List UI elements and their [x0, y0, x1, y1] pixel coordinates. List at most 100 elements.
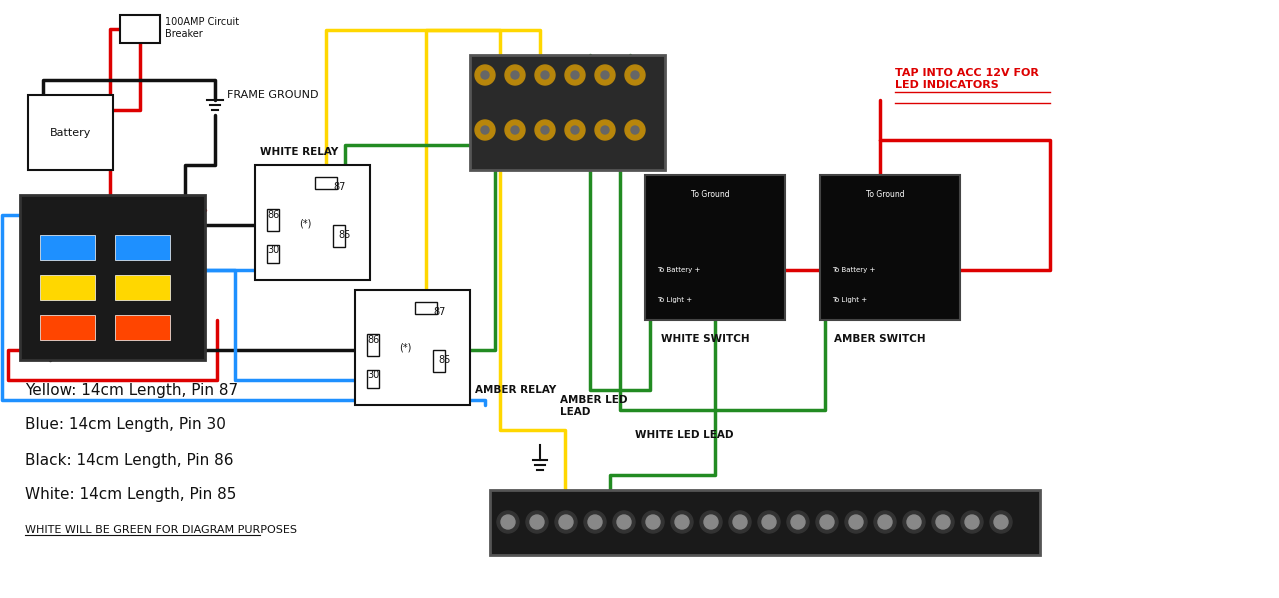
Bar — [434, 350, 445, 372]
Circle shape — [541, 71, 549, 79]
Circle shape — [845, 511, 867, 533]
Text: To Ground: To Ground — [691, 190, 729, 199]
Circle shape — [790, 515, 804, 529]
Text: AMBER LED
LEAD: AMBER LED LEAD — [560, 395, 628, 417]
Text: 87: 87 — [434, 307, 446, 317]
Circle shape — [565, 65, 585, 85]
Text: 30: 30 — [267, 245, 279, 255]
Circle shape — [849, 515, 863, 529]
Bar — [414, 302, 437, 314]
Circle shape — [616, 515, 631, 529]
Bar — [645, 175, 785, 320]
Bar — [255, 165, 370, 280]
Circle shape — [601, 126, 609, 134]
Text: 86: 86 — [367, 335, 379, 345]
Bar — [267, 245, 279, 263]
Text: (*): (*) — [299, 218, 311, 228]
Text: To Ground: To Ground — [866, 190, 904, 199]
Text: WHITE WILL BE GREEN FOR DIAGRAM PURPOSES: WHITE WILL BE GREEN FOR DIAGRAM PURPOSES — [26, 525, 297, 535]
Bar — [367, 370, 379, 388]
Circle shape — [505, 65, 524, 85]
Bar — [115, 235, 170, 260]
Text: AMBER SWITCH: AMBER SWITCH — [834, 334, 926, 344]
Bar — [315, 177, 336, 189]
Circle shape — [990, 511, 1012, 533]
Circle shape — [481, 126, 489, 134]
Bar — [40, 315, 95, 340]
Text: White: 14cm Length, Pin 85: White: 14cm Length, Pin 85 — [26, 487, 237, 502]
Circle shape — [530, 515, 544, 529]
Circle shape — [535, 120, 555, 140]
Bar — [28, 95, 113, 170]
Circle shape — [625, 120, 645, 140]
Circle shape — [535, 65, 555, 85]
Bar — [20, 195, 205, 360]
Circle shape — [595, 65, 615, 85]
Circle shape — [631, 126, 640, 134]
Circle shape — [877, 515, 891, 529]
Text: To Light +: To Light + — [833, 297, 867, 303]
Circle shape — [498, 511, 519, 533]
Text: 100AMP Circuit
Breaker: 100AMP Circuit Breaker — [165, 17, 239, 39]
Text: 85: 85 — [439, 355, 451, 365]
Text: TAP INTO ACC 12V FOR
LED INDICATORS: TAP INTO ACC 12V FOR LED INDICATORS — [895, 68, 1039, 90]
Text: 86: 86 — [267, 210, 279, 220]
Circle shape — [481, 71, 489, 79]
Bar — [469, 55, 665, 170]
Circle shape — [646, 515, 660, 529]
Text: AMBER RELAY: AMBER RELAY — [475, 385, 556, 395]
Circle shape — [555, 511, 577, 533]
Text: WHITE RELAY: WHITE RELAY — [260, 147, 338, 157]
Text: WHITE LED LEAD: WHITE LED LEAD — [634, 430, 733, 440]
Circle shape — [964, 515, 978, 529]
Circle shape — [505, 120, 524, 140]
Circle shape — [588, 515, 602, 529]
Circle shape — [733, 515, 747, 529]
Bar — [356, 290, 469, 405]
Circle shape — [762, 515, 776, 529]
Text: Blue: 14cm Length, Pin 30: Blue: 14cm Length, Pin 30 — [26, 417, 226, 432]
Circle shape — [625, 65, 645, 85]
Text: (*): (*) — [399, 343, 411, 353]
Text: Yellow: 14cm Length, Pin 87: Yellow: 14cm Length, Pin 87 — [26, 383, 238, 398]
Bar — [40, 235, 95, 260]
Circle shape — [907, 515, 921, 529]
Bar — [333, 225, 345, 247]
Circle shape — [601, 71, 609, 79]
Circle shape — [700, 511, 723, 533]
Circle shape — [585, 511, 606, 533]
Circle shape — [631, 71, 640, 79]
Text: FRAME GROUND: FRAME GROUND — [226, 90, 318, 100]
Text: 87: 87 — [334, 182, 347, 192]
Circle shape — [820, 515, 834, 529]
Circle shape — [729, 511, 751, 533]
Circle shape — [816, 511, 838, 533]
Circle shape — [874, 511, 897, 533]
Circle shape — [541, 126, 549, 134]
Circle shape — [758, 511, 780, 533]
Circle shape — [703, 515, 718, 529]
Bar — [40, 275, 95, 300]
Text: Battery: Battery — [50, 127, 91, 138]
Text: To Light +: To Light + — [657, 297, 692, 303]
Circle shape — [565, 120, 585, 140]
Bar — [115, 315, 170, 340]
Circle shape — [595, 120, 615, 140]
Circle shape — [526, 511, 547, 533]
Bar — [267, 209, 279, 231]
Text: Black: 14cm Length, Pin 86: Black: 14cm Length, Pin 86 — [26, 453, 234, 468]
Circle shape — [936, 515, 950, 529]
Circle shape — [570, 126, 579, 134]
Circle shape — [932, 511, 954, 533]
Bar — [490, 490, 1040, 555]
Bar — [115, 275, 170, 300]
Bar — [120, 15, 160, 43]
Circle shape — [512, 71, 519, 79]
Text: 85: 85 — [339, 230, 352, 240]
Circle shape — [675, 515, 689, 529]
Circle shape — [613, 511, 634, 533]
Circle shape — [501, 515, 515, 529]
Circle shape — [787, 511, 810, 533]
Circle shape — [475, 120, 495, 140]
Circle shape — [903, 511, 925, 533]
